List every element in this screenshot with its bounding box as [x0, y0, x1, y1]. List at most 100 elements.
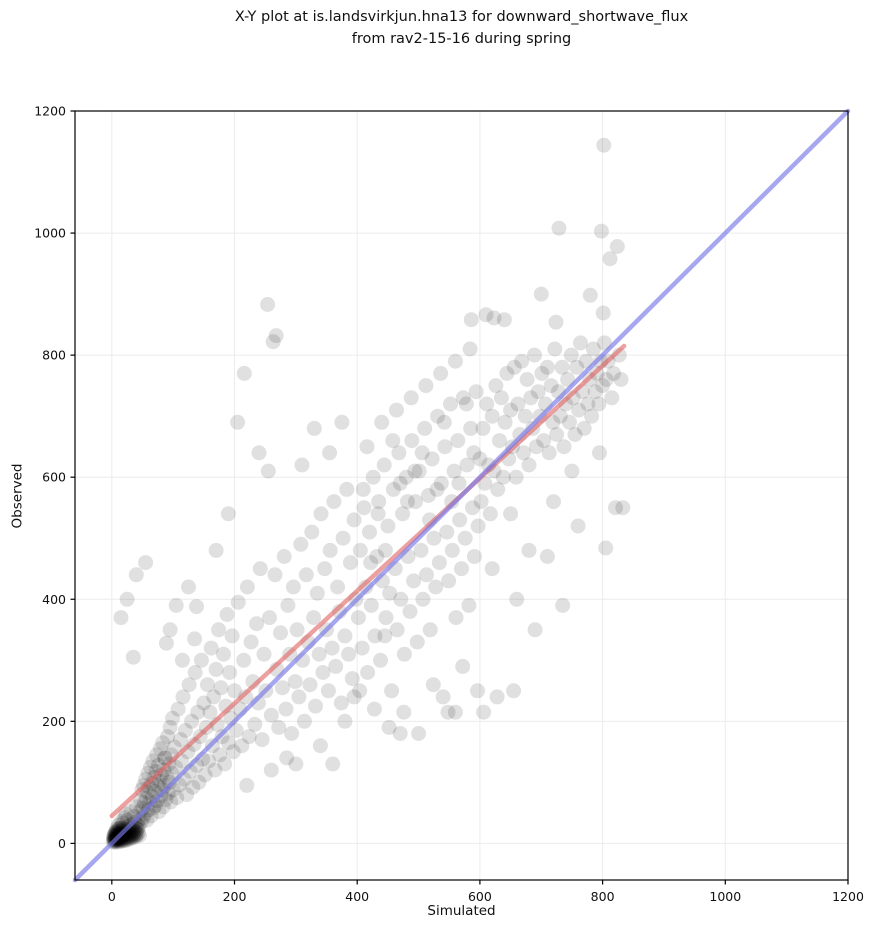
data-point [613, 372, 629, 387]
data-point [339, 481, 355, 497]
data-point [457, 530, 473, 546]
data-point [475, 420, 491, 436]
data-point [411, 463, 427, 479]
data-point [448, 610, 464, 626]
data-point [382, 585, 398, 601]
data-point [350, 610, 366, 626]
data-point [521, 542, 537, 558]
data-point [418, 378, 434, 394]
data-point [509, 591, 525, 607]
data-point [389, 402, 404, 418]
data-point [606, 365, 622, 381]
data-point [324, 640, 340, 656]
data-point [155, 799, 171, 815]
data-point [239, 579, 255, 595]
data-point [169, 790, 185, 806]
data-point [367, 628, 383, 644]
data-point [208, 542, 224, 558]
data-point [213, 680, 229, 696]
data-point [138, 555, 154, 571]
data-point [123, 804, 139, 820]
data-point [166, 739, 182, 755]
data-point [112, 832, 128, 848]
data-point [376, 457, 392, 473]
data-point [447, 353, 463, 369]
data-point [230, 414, 246, 430]
data-point [241, 729, 257, 745]
data-point [109, 834, 125, 850]
data-point [273, 625, 288, 641]
data-point [506, 359, 522, 375]
data-point [129, 827, 145, 843]
data-point [155, 735, 171, 751]
data-point [516, 445, 531, 461]
data-point [541, 445, 557, 461]
data-point [138, 790, 154, 806]
data-point [170, 701, 186, 717]
data-point [433, 475, 449, 491]
data-point [472, 451, 488, 467]
data-point [112, 823, 128, 839]
data-point [385, 481, 401, 497]
data-point [128, 824, 144, 840]
data-point [285, 579, 301, 595]
data-point [298, 567, 314, 583]
data-point [556, 439, 572, 455]
data-point [461, 597, 477, 613]
data-point [222, 665, 238, 680]
data-point [304, 524, 320, 540]
data-point [308, 698, 323, 714]
data-point [179, 787, 195, 803]
data-point [249, 616, 265, 632]
data-point [142, 794, 158, 810]
data-point [591, 396, 607, 412]
data-point [335, 530, 351, 546]
data-point [548, 314, 564, 330]
data-point [411, 726, 427, 741]
data-point [313, 506, 329, 522]
x-tick-label: 600 [468, 889, 492, 904]
data-point [407, 463, 423, 479]
data-point [280, 597, 296, 613]
data-point [296, 713, 312, 729]
data-point [312, 738, 328, 754]
data-point [267, 567, 283, 583]
x-tick-label: 400 [345, 889, 369, 904]
data-point [454, 561, 469, 577]
data-point [593, 223, 609, 239]
data-point [436, 414, 452, 430]
data-point [419, 567, 434, 583]
data-point [260, 297, 276, 312]
data-point [341, 646, 357, 662]
data-point [306, 420, 322, 436]
data-point [358, 579, 374, 595]
data-point [362, 524, 377, 540]
data-point [402, 604, 418, 619]
data-point [311, 646, 327, 662]
data-point [377, 542, 393, 558]
x-tick-label: 1000 [709, 889, 741, 904]
data-point [284, 726, 300, 741]
data-point [119, 591, 135, 607]
data-point [181, 579, 196, 595]
data-point [130, 821, 146, 837]
chart-title-line2: from rav2-15-16 during spring [351, 30, 572, 47]
data-point [159, 770, 175, 785]
data-point [486, 310, 502, 326]
chart-title-line1: X-Y plot at is.landsvirkjun.hna13 for do… [234, 9, 689, 25]
y-axis-label: Observed [9, 463, 26, 528]
data-point [334, 414, 350, 430]
data-point [143, 808, 159, 824]
data-point [352, 683, 368, 699]
data-point [160, 729, 176, 745]
data-point [274, 680, 290, 696]
y-tick-label: 1000 [34, 226, 66, 241]
data-point [151, 804, 167, 820]
data-point [422, 622, 438, 638]
data-point [409, 634, 425, 650]
data-point [359, 439, 375, 455]
data-point [381, 719, 397, 735]
data-point [570, 518, 586, 534]
plot-frame [74, 110, 849, 881]
data-point [162, 719, 178, 735]
